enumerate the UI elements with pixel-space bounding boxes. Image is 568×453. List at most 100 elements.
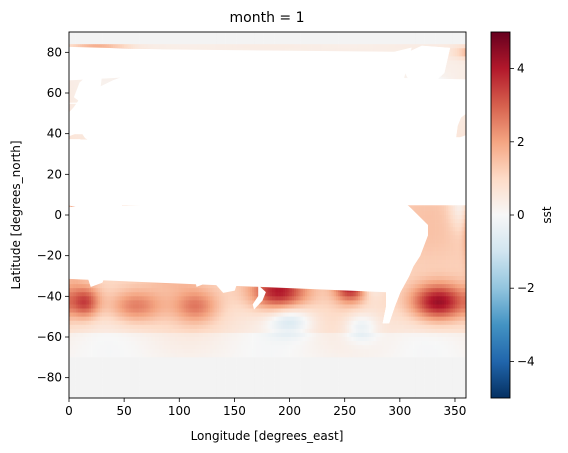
heatmap-cell (463, 68, 466, 73)
heatmap-cell (457, 48, 460, 53)
heatmap-cell (196, 36, 200, 41)
heatmap-cell (172, 40, 176, 45)
heatmap-cell (417, 36, 420, 41)
heatmap-cell (324, 48, 328, 53)
heatmap-cell (77, 40, 81, 45)
heatmap-cell (249, 40, 253, 45)
heatmap-cell (329, 40, 332, 45)
heatmap-cell (121, 44, 125, 49)
heatmap-cell (291, 48, 295, 53)
heatmap-cell (342, 44, 345, 49)
heatmap-cell (382, 32, 385, 37)
heatmap-cell (302, 48, 306, 53)
heatmap-cell (430, 44, 434, 49)
heatmap-cell (446, 64, 449, 69)
heatmap-cell (338, 32, 341, 37)
heatmap-cell (402, 40, 405, 45)
heatmap-cell (82, 40, 85, 45)
heatmap-cell (289, 48, 293, 53)
heatmap-cell (320, 44, 323, 49)
heatmap-cell (161, 36, 165, 41)
heatmap-cell (285, 48, 288, 53)
heatmap-cell (150, 36, 154, 41)
heatmap-cell (461, 36, 465, 41)
heatmap-cell (280, 36, 284, 41)
heatmap-cell (463, 121, 466, 126)
heatmap-cell (252, 40, 255, 45)
heatmap-cell (406, 32, 409, 37)
heatmap-cell (450, 40, 454, 45)
heatmap-cell (313, 48, 317, 53)
heatmap-cell (82, 32, 85, 37)
heatmap-cell (110, 40, 114, 45)
heatmap-cell (333, 40, 337, 45)
heatmap-cell (157, 32, 160, 37)
heatmap-cell (300, 44, 304, 49)
heatmap-cell (388, 36, 392, 41)
heatmap-cell (126, 44, 129, 49)
heatmap-cell (216, 32, 220, 37)
heatmap-cell (69, 32, 72, 37)
heatmap-cell (93, 36, 96, 41)
heatmap-cell (421, 32, 425, 37)
heatmap-cell (452, 56, 456, 61)
heatmap-cell (382, 36, 385, 41)
heatmap-cell (342, 48, 345, 53)
heatmap-cell (143, 32, 147, 37)
heatmap-cell (311, 36, 315, 41)
heatmap-cell (309, 44, 312, 49)
heatmap-cell (340, 32, 343, 37)
heatmap-cell (278, 44, 282, 49)
heatmap-cell (214, 40, 218, 45)
heatmap-cell (113, 32, 116, 37)
heatmap-cell (459, 125, 462, 130)
heatmap-cell (364, 32, 368, 37)
heatmap-cell (95, 36, 98, 41)
heatmap-cell (333, 48, 337, 53)
heatmap-cell (260, 44, 264, 49)
heatmap-cell (410, 44, 414, 49)
heatmap-cell (360, 48, 363, 53)
heatmap-cell (366, 48, 370, 53)
heatmap-cell (223, 32, 226, 37)
heatmap-cell (86, 32, 90, 37)
heatmap-cell (181, 44, 184, 49)
heatmap-cell (443, 44, 447, 49)
heatmap-cell (179, 32, 182, 37)
heatmap-cell (388, 44, 392, 49)
heatmap-cell (269, 48, 273, 53)
heatmap-cell (346, 32, 350, 37)
heatmap-cell (421, 40, 425, 45)
heatmap-cell (243, 32, 246, 37)
heatmap-cell (441, 44, 445, 49)
heatmap-cell (152, 32, 156, 37)
heatmap-cell (457, 133, 460, 139)
heatmap-cell (170, 44, 173, 49)
heatmap-cell (172, 44, 176, 49)
heatmap-cell (331, 48, 334, 53)
heatmap-cell (454, 52, 458, 57)
heatmap-cell (342, 36, 345, 41)
heatmap-cell (300, 48, 304, 53)
heatmap-cell (362, 40, 365, 45)
heatmap-cell (203, 40, 207, 45)
heatmap-cell (413, 36, 416, 41)
heatmap-cell (69, 44, 72, 49)
heatmap-cell (459, 52, 462, 57)
heatmap-cell (329, 44, 332, 49)
heatmap-cell (426, 36, 429, 41)
heatmap-cell (391, 40, 394, 45)
heatmap-cell (71, 93, 74, 98)
heatmap-cell (265, 32, 268, 37)
heatmap-cell (428, 36, 432, 41)
heatmap-cell (329, 48, 332, 53)
heatmap-cell (84, 36, 87, 41)
heatmap-cell (450, 36, 454, 41)
heatmap-cell (181, 40, 184, 45)
heatmap-cell (110, 32, 114, 37)
heatmap-cell (404, 36, 407, 41)
heatmap-cell (69, 97, 72, 102)
heatmap-cell (199, 44, 202, 49)
heatmap-cell (324, 40, 328, 45)
heatmap-cell (408, 36, 412, 41)
